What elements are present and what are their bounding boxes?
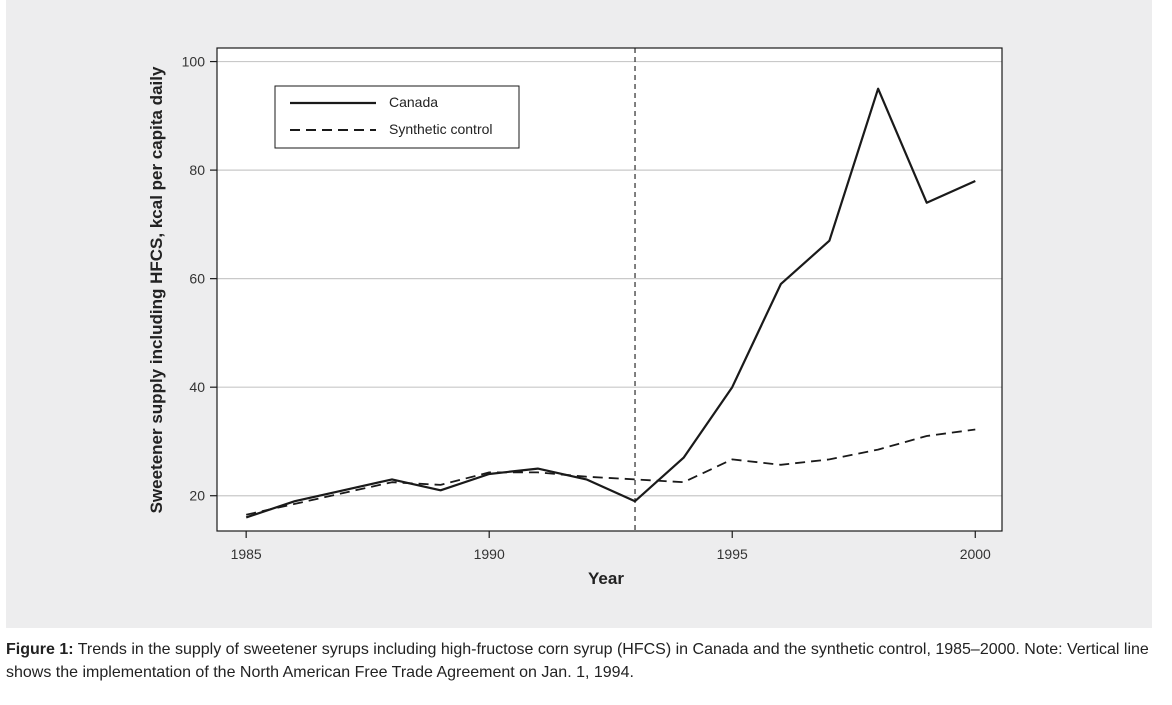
caption-label: Figure 1: (6, 641, 74, 658)
y-tick-label: 20 (189, 488, 205, 504)
legend: Canada Synthetic control (274, 85, 520, 149)
y-tick-label: 80 (189, 162, 205, 178)
y-axis-ticks: 20 40 60 80 100 (182, 54, 217, 504)
plot-frame (216, 47, 1003, 532)
y-tick-label: 40 (189, 379, 205, 395)
legend-label-canada: Canada (389, 94, 438, 110)
x-axis-ticks: 1985 1990 1995 2000 (231, 531, 991, 562)
x-tick-label: 2000 (960, 546, 991, 562)
series-line-canada (245, 87, 976, 519)
series-lines (245, 87, 976, 519)
x-tick-label: 1985 (231, 546, 262, 562)
figure-caption: Figure 1: Trends in the supply of sweete… (6, 638, 1156, 684)
x-tick-label: 1990 (474, 546, 505, 562)
grid-lines (217, 60, 1002, 497)
x-tick-label: 1995 (717, 546, 748, 562)
y-tick-label: 100 (182, 54, 206, 70)
legend-box (274, 85, 520, 149)
legend-label-synthetic-control: Synthetic control (389, 121, 493, 137)
x-axis-label: Year (588, 569, 624, 588)
caption-text: Trends in the supply of sweetener syrups… (6, 641, 1149, 681)
line-chart: 20 40 60 80 100 1985 1990 1995 2000 Year Sweete… (147, 47, 1003, 588)
y-tick-label: 60 (189, 271, 205, 287)
y-axis-label: Sweetener supply including HFCS, kcal pe… (147, 66, 166, 513)
series-line-synthetic-control (246, 428, 976, 516)
